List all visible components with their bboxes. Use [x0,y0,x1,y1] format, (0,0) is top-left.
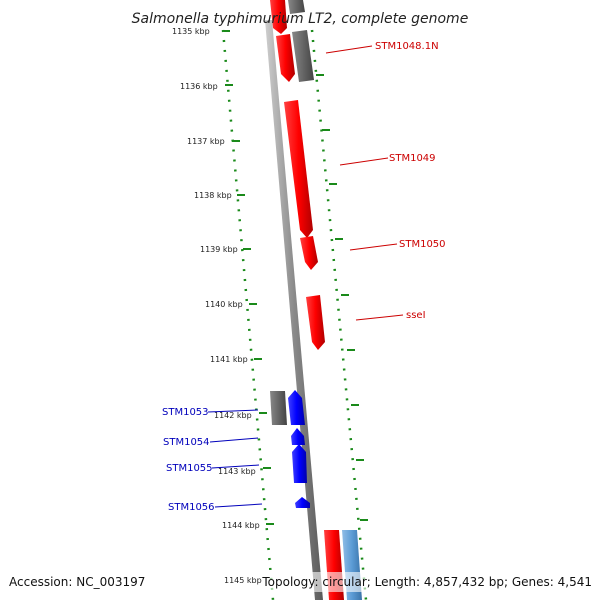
accession-text: Accession: NC_003197 [9,575,145,589]
gene-stm1054 [291,428,305,445]
outer-dotted-track-left [221,29,275,600]
gene-label-ssei: sseI [406,310,426,321]
tick-label: 1141 kbp [210,355,248,364]
gene-label-stm1056: STM1056 [168,502,215,513]
tick-label: 1139 kbp [200,245,238,254]
forward-leader-lines [325,45,404,321]
tick-label: 1140 kbp [205,300,243,309]
tick-group: 1135 kbp 1136 kbp 1137 kbp 1138 kbp 1139… [172,27,274,585]
genome-backbone [265,20,323,600]
gene-label-stm1053: STM1053 [162,407,209,418]
gene-top-gray-partial [288,0,305,14]
gene-stm1056 [295,497,310,508]
tick-label: 1142 kbp [214,411,252,420]
gene-label-stm1050: STM1050 [399,239,446,250]
map-title: Salmonella typhimurium LT2, complete gen… [132,11,469,27]
reverse-leader-lines [207,409,263,508]
gene-label-stm1048-1n: STM1048.1N [375,41,439,52]
gene-stm1050 [300,236,318,270]
tick-label: 1143 kbp [218,467,256,476]
footer-summary-bg [262,572,598,592]
gene-label-stm1055: STM1055 [166,463,213,474]
gene-block-1 [276,34,295,82]
gene-top-partial [270,0,287,34]
tick-label: 1136 kbp [180,82,218,91]
gene-pseudo-stm1048-1n [292,30,314,82]
tick-label: 1137 kbp [187,137,225,146]
gene-pseudo-stm1053 [270,391,287,425]
right-tick-group [316,74,368,521]
gene-label-stm1049: STM1049 [389,153,436,164]
gene-stm1053 [288,390,305,425]
tick-label: 1135 kbp [172,27,210,36]
gene-stm1055 [292,444,307,483]
gene-ssei [306,295,325,350]
genome-summary-text: Topology: circular; Length: 4,857,432 bp… [261,575,592,589]
gene-label-stm1054: STM1054 [163,437,210,448]
gene-stm1049 [284,100,313,238]
tick-label: 1138 kbp [194,191,232,200]
tick-label: 1144 kbp [222,521,260,530]
tick-label: 1145 kbp [224,576,262,585]
